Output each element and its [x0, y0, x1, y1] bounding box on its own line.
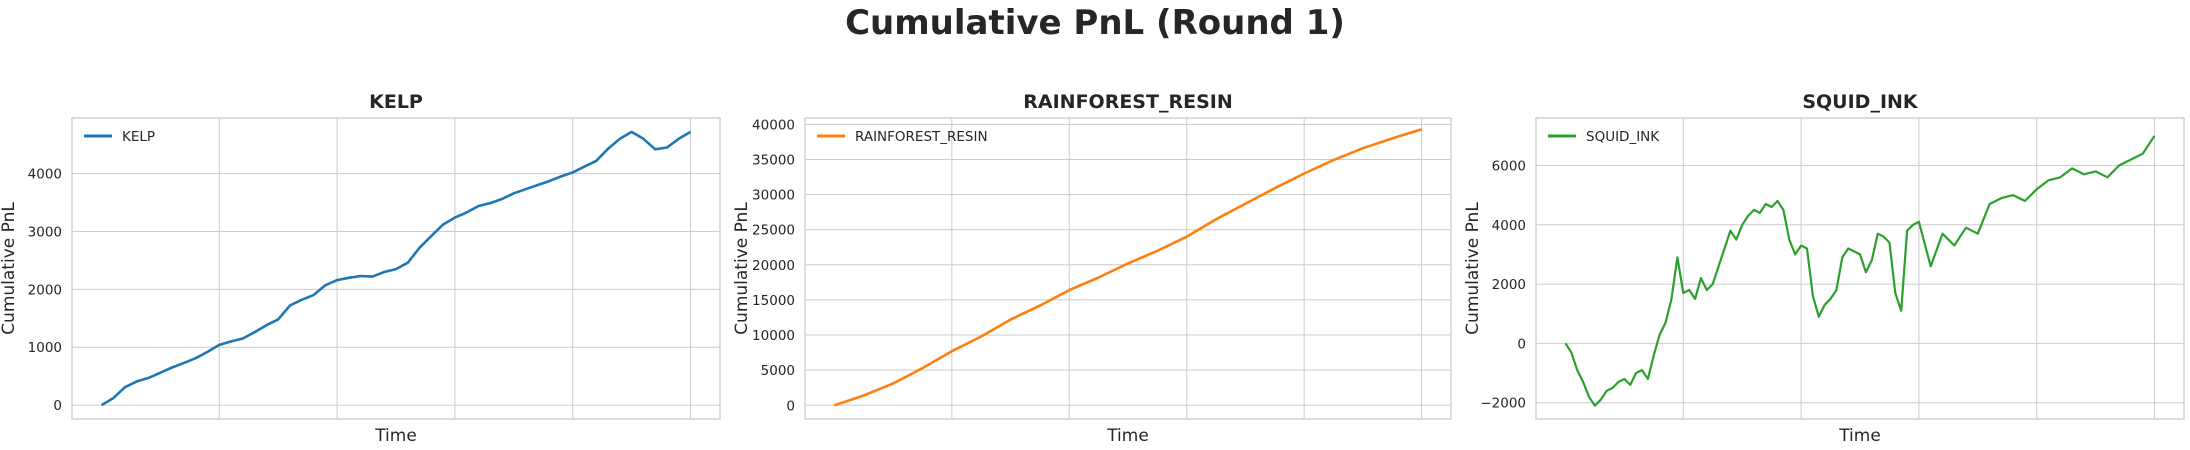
y-tick-label: 0: [1517, 336, 1526, 352]
y-axis-label: Cumulative PnL: [732, 202, 752, 335]
y-tick-label: 15000: [752, 293, 795, 309]
x-axis-label: Time: [1838, 426, 1881, 446]
panel-kelp: 0 1000 2000 3000 4000 KELP Time Cumulative PnL K…: [0, 91, 721, 446]
panel-title: SQUID_INK: [1802, 91, 1919, 113]
plot-area: [1535, 117, 2185, 420]
y-tick-label: 2000: [1492, 277, 1526, 293]
legend-label: RAINFOREST_RESIN: [855, 129, 988, 145]
y-tick-label: 10000: [752, 328, 795, 344]
series-line: [1564, 135, 2156, 407]
plot-area: [804, 117, 1452, 420]
figure-title: Cumulative PnL (Round 1): [845, 3, 1345, 43]
y-tick-label: −2000: [1480, 396, 1526, 412]
plot-border: [804, 117, 1452, 420]
panel-rainforest-resin: 0 5000 10000 15000 20000 25000 30000 35000 40000…: [732, 91, 1452, 446]
y-tick-label: 0: [53, 398, 62, 414]
y-tick-label: 30000: [752, 188, 795, 204]
legend-label: KELP: [122, 129, 155, 145]
y-tick-label: 1000: [28, 340, 62, 356]
x-axis-label: Time: [374, 426, 417, 446]
series-line: [833, 127, 1422, 407]
y-tick-label: 35000: [752, 152, 795, 168]
x-axis-label: Time: [1106, 426, 1149, 446]
y-axis-label: Cumulative PnL: [0, 202, 19, 335]
y-tick-label: 3000: [28, 224, 62, 240]
legend-label: SQUID_INK: [1586, 129, 1660, 145]
panel-squid-ink: −2000 0 2000 4000 6000 SQUID_INK Time Cumulativ…: [1463, 91, 2185, 446]
y-tick-label: 20000: [752, 258, 795, 274]
y-tick-label: 2000: [28, 282, 62, 298]
y-tick-label: 25000: [752, 223, 795, 239]
y-tick-label: 4000: [1492, 218, 1526, 234]
y-tick-label: 6000: [1492, 158, 1526, 174]
y-tick-label: 5000: [761, 363, 795, 379]
plot-border: [71, 117, 721, 420]
y-axis-label: Cumulative PnL: [1463, 202, 1483, 335]
plot-border: [1535, 117, 2185, 420]
panel-title: KELP: [369, 91, 423, 113]
y-tick-label: 0: [786, 398, 795, 414]
series-line: [100, 130, 692, 407]
y-tick-label: 40000: [752, 117, 795, 133]
panel-title: RAINFOREST_RESIN: [1023, 91, 1232, 113]
y-tick-label: 4000: [28, 167, 62, 183]
